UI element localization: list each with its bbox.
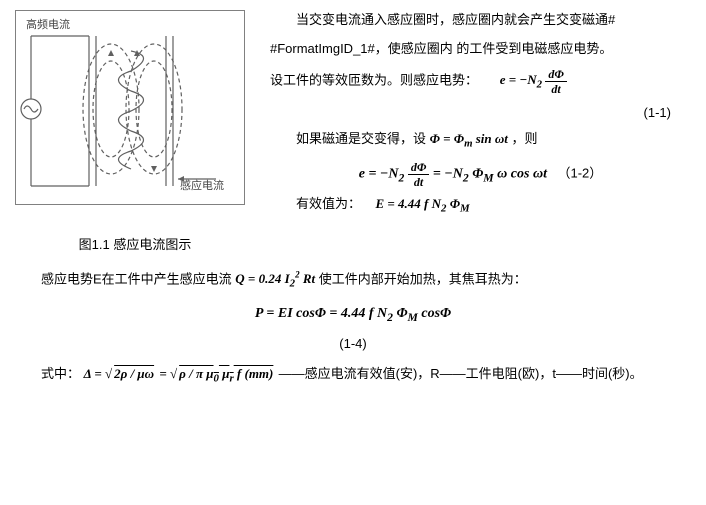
para-4-text: 有效值为：: [296, 196, 361, 211]
figure-caption: 图1.1 感应电流图示: [15, 235, 255, 256]
induction-diagram: 高频电流 感应电流: [15, 10, 245, 205]
para-3: 如果磁通是交变得，设 Φ = Φm sin ωt ，则: [270, 129, 691, 153]
formula-e-expand: e = −N2 dΦdt = −N2 ΦM ω cos ωt （1-2）: [270, 161, 691, 188]
para-2: 设工件的等效匝数为。则感应电势： e = −N2 dΦdt: [270, 68, 691, 95]
lower-section: 感应电势E在工件中产生感应电流 Q = 0.24 I22 Rt 使工件内部开始加…: [15, 266, 691, 390]
para-6a: 式中：: [41, 366, 80, 381]
top-section: 高频电流 感应电流: [15, 10, 691, 256]
formula-E-rms: E = 4.44 f N2 ΦM: [375, 196, 469, 211]
eq-1-1-num: (1-1): [270, 103, 691, 124]
eq-1-2-num: （1-2）: [557, 166, 602, 181]
formula-phi-sin: Φ = Φm sin ωt: [430, 131, 508, 146]
para-3a: 如果磁通是交变得，设: [296, 131, 430, 146]
para-4: 有效值为： E = 4.44 f N2 ΦM: [270, 194, 691, 218]
formula-P: P = EI cosΦ = 4.44 f N2 ΦM cosΦ: [15, 303, 691, 327]
para-6b: ——感应电流有效值(安)，R——工件电阻(欧)，t——时间(秒)。: [279, 366, 643, 381]
para-3b: ，则: [512, 131, 538, 146]
para-5: 感应电势E在工件中产生感应电流 Q = 0.24 I22 Rt 使工件内部开始加…: [15, 266, 691, 296]
para-1a: 当交变电流通入感应圈时，感应圈内就会产生交变磁通#: [270, 10, 691, 31]
text-column: 当交变电流通入感应圈时，感应圈内就会产生交变磁通# #FormatImgID_1…: [270, 10, 691, 256]
formula-delta: Δ = √2ρ / μω = √ρ / π μ0 μr f (mm): [84, 366, 279, 381]
eq-1-4-num: (1-4): [15, 334, 691, 355]
para-5a: 感应电势E在工件中产生感应电流: [41, 271, 235, 286]
formula-e-def: e = −N2 dΦdt: [500, 72, 567, 87]
formula-Q: Q = 0.24 I22 Rt: [235, 271, 315, 286]
para-5b: 使工件内部开始加热，其焦耳热为：: [319, 271, 527, 286]
figure-column: 高频电流 感应电流: [15, 10, 255, 256]
para-6: 式中： Δ = √2ρ / μω = √ρ / π μ0 μr f (mm) —…: [15, 361, 691, 390]
para-2-text: 设工件的等效匝数为。则感应电势：: [270, 72, 478, 87]
para-1b: #FormatImgID_1#，使感应圈内 的工件受到电磁感应电势。: [270, 39, 691, 60]
diagram-svg: [16, 11, 246, 206]
